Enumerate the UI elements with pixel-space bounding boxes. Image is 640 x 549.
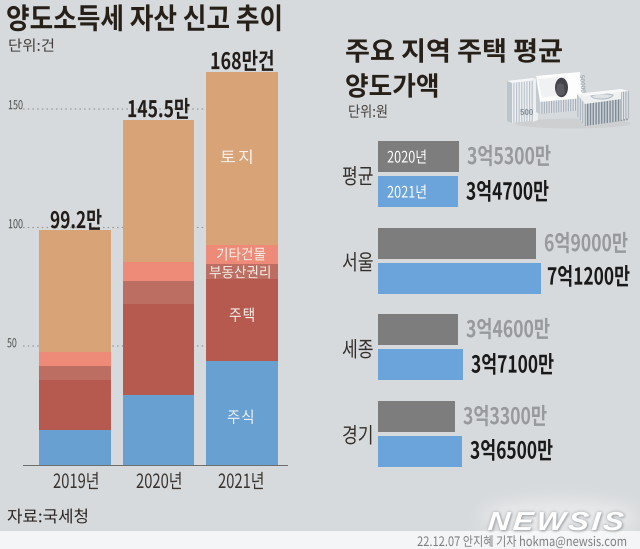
svg-text:50000: 50000	[578, 75, 586, 94]
svg-text:500: 500	[520, 108, 534, 117]
